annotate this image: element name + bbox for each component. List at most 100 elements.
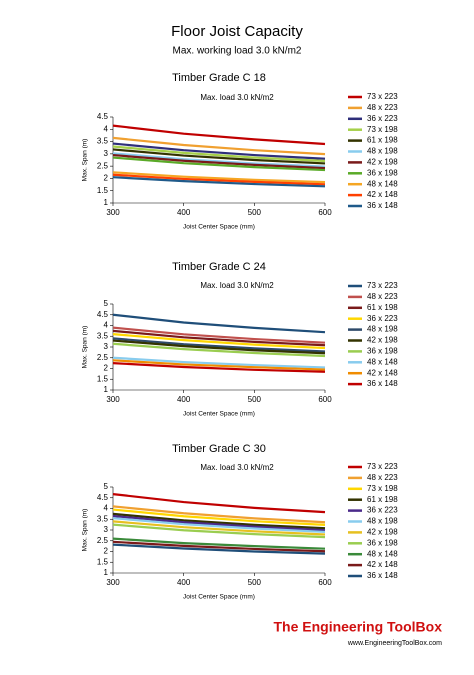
series-line	[112, 517, 326, 534]
series-line	[112, 339, 326, 355]
legend-label: 42 x 198	[367, 336, 398, 345]
x-tick-label: 500	[248, 395, 262, 404]
series-line	[112, 356, 326, 369]
x-tick-label: 300	[106, 395, 120, 404]
legend-label: 73 x 223	[367, 462, 398, 471]
legend-label: 36 x 148	[367, 201, 398, 210]
series-line	[112, 326, 326, 344]
y-tick-label: 3	[104, 525, 109, 534]
series-line	[112, 153, 326, 170]
x-axis-label: Joist Center Space (mm)	[183, 224, 255, 231]
legend-label: 48 x 223	[367, 292, 398, 301]
legend-label: 48 x 198	[367, 517, 398, 526]
series-line	[112, 152, 326, 168]
legend-label: 48 x 198	[367, 147, 398, 156]
series-line	[112, 142, 326, 160]
legend-label: 42 x 198	[367, 158, 398, 167]
series-line	[112, 313, 326, 334]
chart-subtitle: Max. load 3.0 kN/m2	[200, 281, 274, 290]
x-tick-label: 600	[318, 208, 332, 217]
x-tick-label: 600	[318, 395, 332, 404]
y-tick-label: 1.5	[97, 557, 109, 566]
series-line	[112, 514, 326, 532]
y-tick-label: 3.5	[97, 331, 109, 340]
y-tick-label: 4	[104, 124, 109, 133]
y-axis-label: Max. Span (m)	[82, 139, 89, 182]
legend-label: 48 x 148	[367, 549, 398, 558]
y-tick-label: 5	[104, 299, 109, 308]
legend-label: 48 x 198	[367, 325, 398, 334]
page-subtitle: Max. working load 3.0 kN/m2	[173, 46, 302, 57]
y-tick-label: 2.5	[97, 161, 109, 170]
legend-label: 73 x 223	[367, 92, 398, 101]
legend-label: 42 x 198	[367, 528, 398, 537]
series-line	[112, 359, 326, 371]
legend-label: 36 x 223	[367, 506, 398, 515]
y-tick-label: 1	[104, 198, 109, 207]
y-tick-label: 2	[104, 364, 109, 373]
y-tick-label: 4.5	[97, 493, 109, 502]
legend-label: 48 x 223	[367, 473, 398, 482]
page-title: Floor Joist Capacity	[171, 23, 303, 40]
legend-label: 42 x 148	[367, 368, 398, 377]
series-line	[112, 543, 326, 555]
y-tick-label: 1.5	[97, 374, 109, 383]
legend-label: 36 x 223	[367, 114, 398, 123]
x-tick-label: 400	[177, 578, 191, 587]
x-tick-label: 400	[177, 395, 191, 404]
legend-label: 61 x 198	[367, 303, 398, 312]
series-line	[112, 176, 326, 188]
chart-title: Timber Grade C 18	[172, 72, 266, 84]
legend-label: 36 x 198	[367, 347, 398, 356]
chart-subtitle: Max. load 3.0 kN/m2	[200, 463, 274, 472]
series-line	[112, 145, 326, 163]
brand-url: www.EngineeringToolBox.com	[347, 640, 442, 647]
brand: The Engineering ToolBox	[273, 619, 442, 635]
y-axis-label: Max. Span (m)	[82, 326, 89, 369]
legend-label: 36 x 148	[367, 379, 398, 388]
y-tick-label: 3	[104, 149, 109, 158]
series-line	[112, 171, 326, 184]
legend-label: 36 x 223	[367, 314, 398, 323]
x-axis-label: Joist Center Space (mm)	[183, 594, 255, 601]
y-tick-label: 2	[104, 174, 109, 183]
legend-label: 36 x 148	[367, 571, 398, 580]
y-tick-label: 2.5	[97, 353, 109, 362]
series-line	[112, 537, 326, 550]
legend-label: 73 x 198	[367, 484, 398, 493]
legend-label: 48 x 223	[367, 103, 398, 112]
series-line	[112, 493, 326, 514]
legend-label: 42 x 148	[367, 190, 398, 199]
y-tick-label: 4	[104, 321, 109, 330]
y-tick-label: 3.5	[97, 137, 109, 146]
x-tick-label: 500	[248, 208, 262, 217]
y-tick-label: 3.5	[97, 514, 109, 523]
y-tick-label: 2	[104, 547, 109, 556]
series-line	[112, 173, 326, 186]
y-tick-label: 3	[104, 342, 109, 351]
series-line	[112, 362, 326, 373]
legend-label: 73 x 223	[367, 281, 398, 290]
x-tick-label: 600	[318, 578, 332, 587]
legend-label: 48 x 148	[367, 179, 398, 188]
legend-label: 61 x 198	[367, 136, 398, 145]
series-line	[112, 148, 326, 165]
x-tick-label: 400	[177, 208, 191, 217]
legend-label: 48 x 148	[367, 357, 398, 366]
x-tick-label: 300	[106, 208, 120, 217]
y-tick-label: 1	[104, 568, 109, 577]
y-tick-label: 1.5	[97, 186, 109, 195]
legend-label: 42 x 148	[367, 560, 398, 569]
series-line	[112, 333, 326, 350]
legend-label: 73 x 198	[367, 125, 398, 134]
y-tick-label: 2.5	[97, 536, 109, 545]
chart-title: Timber Grade C 24	[172, 261, 266, 273]
series-line	[112, 505, 326, 524]
y-tick-label: 4.5	[97, 310, 109, 319]
series-line	[112, 136, 326, 156]
series-line	[112, 337, 326, 353]
x-tick-label: 500	[248, 578, 262, 587]
chart-subtitle: Max. load 3.0 kN/m2	[200, 93, 274, 102]
